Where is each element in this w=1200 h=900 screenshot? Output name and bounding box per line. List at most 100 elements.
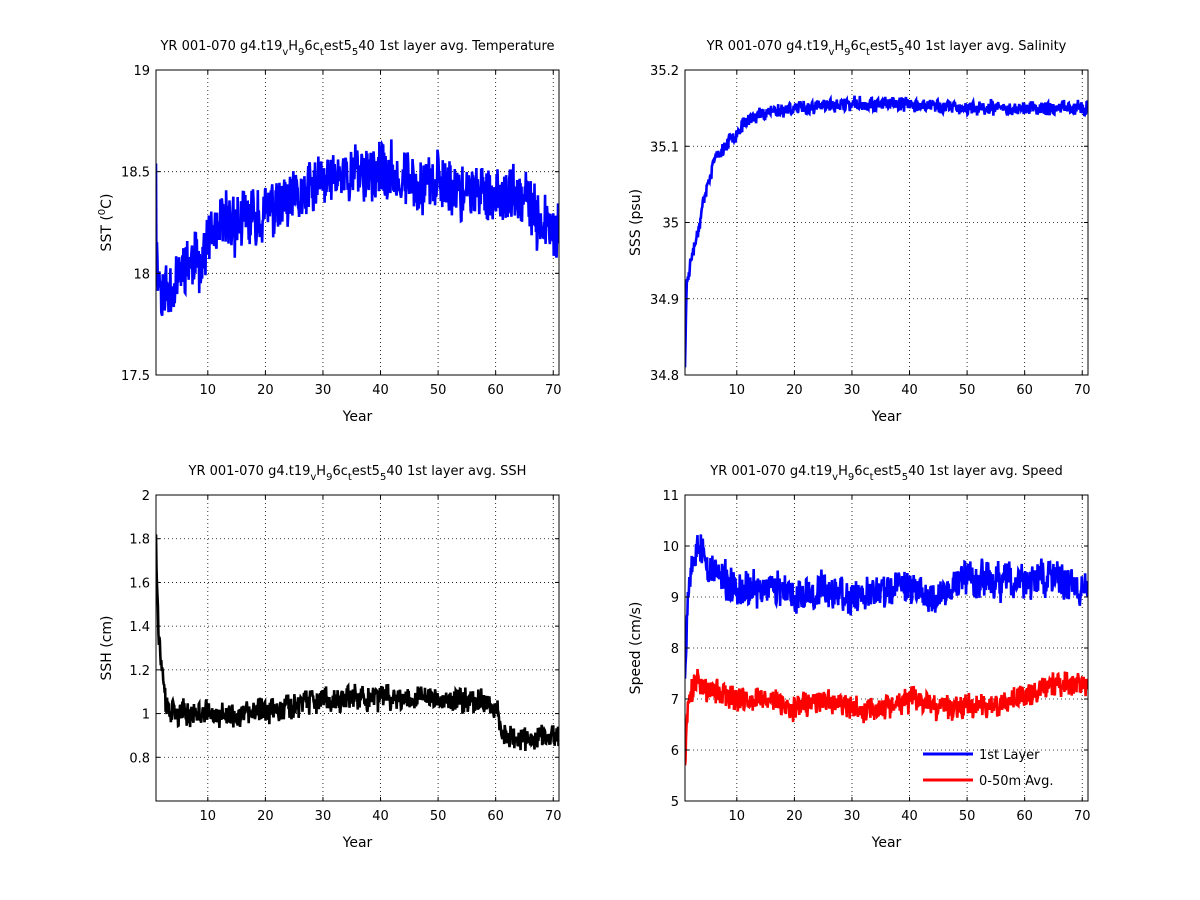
title-subscript: 5	[380, 472, 386, 483]
x-axis-label: Year	[342, 835, 373, 851]
y-tick-label-3: 19	[133, 64, 150, 79]
y-tick-label-2: 7	[671, 693, 679, 708]
y-tick-label-1: 1	[142, 708, 150, 723]
y-tick-label-1: 6	[671, 744, 679, 759]
title-subscript: t	[870, 472, 874, 483]
title-text: 6c	[851, 39, 866, 54]
title-text: H	[834, 39, 844, 54]
x-tick-label-0: 10	[729, 809, 746, 824]
title-subscript: 9	[844, 47, 850, 58]
y-tick-label-4: 9	[671, 591, 679, 606]
y-axis-label: Speed (cm/s)	[628, 602, 644, 695]
title-text: YR 001-070 g4.t19	[709, 464, 832, 479]
title-text: 40 1st layer avg. SSH	[386, 464, 526, 479]
y-tick-label-3: 8	[671, 642, 679, 657]
title-text: YR 001-070 g4.t19	[159, 39, 282, 54]
chart-title: YR 001-070 g4.t19vH96ctest5540 1st layer…	[706, 39, 1067, 58]
x-tick-label-2: 30	[844, 809, 861, 824]
plot-area	[685, 495, 1088, 801]
title-text: est5	[870, 39, 898, 54]
chart-title: YR 001-070 g4.t19vH96ctest5540 1st layer…	[709, 464, 1062, 483]
y-tick-label-4: 35.2	[650, 64, 679, 79]
series-line-1	[685, 534, 1088, 679]
x-tick-label-3: 40	[901, 383, 918, 398]
x-tick-label-3: 40	[372, 383, 389, 398]
x-tick-label-6: 70	[1074, 383, 1091, 398]
y-axis-label-text: C)	[99, 194, 115, 209]
x-axis-label: Year	[871, 835, 902, 851]
y-tick-label-1: 34.9	[650, 293, 679, 308]
y-axis-label: SSH (cm)	[99, 615, 115, 680]
y-tick-label-2: 18.5	[121, 166, 150, 181]
y-axis-label: SSS (psu)	[628, 189, 644, 256]
title-subscript: 5	[352, 47, 358, 58]
title-text: YR 001-070 g4.t19	[706, 39, 829, 54]
title-subscript: 9	[848, 472, 854, 483]
title-subscript: 5	[902, 472, 908, 483]
x-tick-label-5: 60	[1016, 809, 1033, 824]
chart-panel-2: 10 20 30 40 50 60 70 34.8 34.9 35 35.1 35.2 YR 001-0…	[628, 39, 1091, 425]
legend-label-1: 1st Layer	[979, 748, 1040, 763]
title-subscript: 5	[898, 47, 904, 58]
title-text: 40 1st layer avg. Salinity	[904, 39, 1066, 54]
title-text: est5	[352, 464, 380, 479]
title-subscript: t	[348, 472, 352, 483]
title-text: YR 001-070 g4.t19	[188, 464, 311, 479]
y-tick-label-6: 2	[142, 489, 150, 504]
y-tick-label-4: 1.6	[129, 576, 150, 591]
series-line-1	[685, 94, 1088, 368]
series-line-1	[156, 139, 559, 317]
x-tick-label-3: 40	[901, 809, 918, 824]
y-tick-label-5: 10	[662, 540, 679, 555]
title-subscript: v	[832, 472, 838, 483]
x-tick-label-4: 50	[430, 383, 447, 398]
axes-frame	[155, 69, 560, 376]
legend-label-2: 0-50m Avg.	[979, 774, 1054, 789]
title-text: 40 1st layer avg. Speed	[908, 464, 1063, 479]
title-text: 40 1st layer avg. Temperature	[358, 39, 554, 54]
y-axis-label-text: SSH (cm)	[99, 615, 115, 680]
y-axis-label-text: SST (	[99, 215, 115, 251]
y-tick-label-0: 17.5	[121, 369, 150, 384]
chart-title: YR 001-070 g4.t19vH96ctest5540 1st layer…	[159, 39, 554, 58]
x-tick-label-2: 30	[315, 383, 332, 398]
x-tick-label-1: 20	[786, 809, 803, 824]
x-tick-label-6: 70	[545, 383, 562, 398]
y-tick-label-0: 5	[671, 795, 679, 810]
chart-panel-4: 10 20 30 40 50 60 70 5 6 7 8 9 10 11 YR 001-070 g4.t19…	[628, 464, 1091, 851]
title-subscript: t	[866, 47, 870, 58]
title-subscript: 9	[326, 472, 332, 483]
chart-title: YR 001-070 g4.t19vH96ctest5540 1st layer…	[188, 464, 527, 483]
title-text: H	[838, 464, 848, 479]
series-line-2	[685, 668, 1088, 766]
plot-area	[156, 495, 559, 801]
x-tick-label-2: 30	[844, 383, 861, 398]
x-tick-label-1: 20	[257, 809, 274, 824]
x-axis-label: Year	[342, 409, 373, 425]
y-axis-label-superscript: 0	[97, 209, 108, 215]
y-tick-label-5: 1.8	[129, 533, 150, 548]
x-tick-label-4: 50	[959, 809, 976, 824]
x-tick-label-2: 30	[315, 809, 332, 824]
y-axis-label-text: Speed (cm/s)	[628, 602, 644, 695]
x-tick-label-1: 20	[786, 383, 803, 398]
title-text: 6c	[304, 39, 319, 54]
axes-frame	[155, 494, 560, 802]
title-text: est5	[874, 464, 902, 479]
title-subscript: t	[320, 47, 324, 58]
x-tick-label-0: 10	[200, 809, 217, 824]
y-axis-label: SST (0C)	[97, 194, 115, 252]
x-tick-label-3: 40	[372, 809, 389, 824]
y-axis-label-text: SSS (psu)	[628, 189, 644, 256]
x-tick-label-0: 10	[200, 383, 217, 398]
title-subscript: v	[310, 472, 316, 483]
x-tick-label-1: 20	[257, 383, 274, 398]
series-line-1	[156, 534, 559, 751]
y-tick-label-3: 1.4	[129, 620, 150, 635]
title-text: H	[316, 464, 326, 479]
title-text: 6c	[332, 464, 347, 479]
y-tick-label-2: 35	[662, 217, 679, 232]
x-tick-label-6: 70	[1074, 809, 1091, 824]
